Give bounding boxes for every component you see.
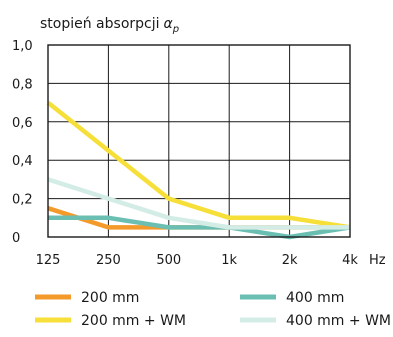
legend-item-1: 200 mm <box>35 290 139 306</box>
y-tick-label: 0,6 <box>12 116 33 131</box>
x-tick-label: 2k <box>282 253 298 268</box>
y-tick-labels: 0 0,2 0,4 0,6 0,8 1,0 <box>12 39 33 246</box>
y-axis-title-text: stopień absorpcji <box>40 16 160 32</box>
series-line-2 <box>48 215 351 240</box>
y-tick-label: 0,4 <box>12 154 33 169</box>
legend: 200 mm 400 mm 200 mm + WM 400 mm + WM <box>35 290 391 329</box>
x-tick-label: 500 <box>156 253 181 268</box>
legend-label: 200 mm + WM <box>81 313 186 329</box>
series-line-3 <box>46 100 351 230</box>
plot-frame <box>47 44 351 238</box>
series-line-4 <box>47 177 350 230</box>
x-tick-labels: 125 250 500 1k 2k 4k <box>36 253 359 268</box>
y-tick-label: 0,2 <box>12 193 33 208</box>
y-tick-label: 0 <box>12 231 20 246</box>
y-axis-subscript: p <box>172 24 179 35</box>
legend-label: 400 mm + WM <box>286 313 391 329</box>
x-tick-label: 4k <box>342 253 358 268</box>
series-lines <box>46 100 351 240</box>
legend-label: 400 mm <box>286 290 344 306</box>
y-tick-label: 1,0 <box>12 39 33 54</box>
x-tick-label: 125 <box>36 253 61 268</box>
legend-item-2: 400 mm <box>240 290 344 306</box>
legend-label: 200 mm <box>81 290 139 306</box>
x-axis-unit: Hz <box>369 253 386 268</box>
y-axis-symbol: α <box>164 16 174 32</box>
legend-item-4: 400 mm + WM <box>240 313 391 329</box>
y-tick-label: 0,8 <box>12 77 33 92</box>
x-tick-label: 250 <box>96 253 121 268</box>
legend-item-3: 200 mm + WM <box>35 313 186 329</box>
y-axis-title: stopień absorpcji αp <box>40 16 179 35</box>
x-tick-label: 1k <box>221 253 237 268</box>
